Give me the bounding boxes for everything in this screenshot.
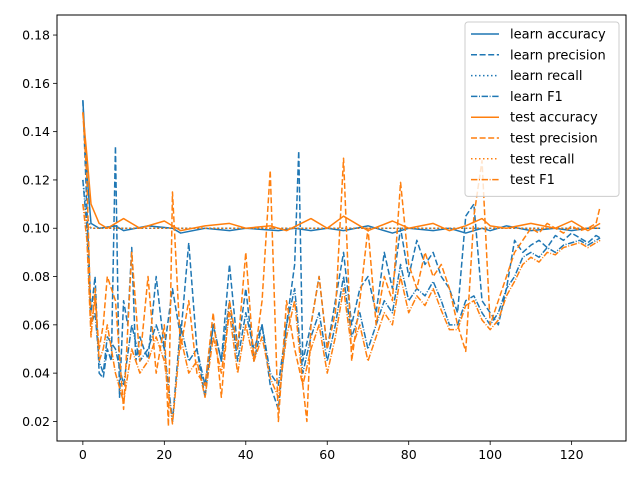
y-tick-label: 0.04 bbox=[22, 366, 50, 381]
y-tick-label: 0.10 bbox=[22, 221, 50, 236]
legend-box bbox=[464, 21, 620, 197]
x-tick-label: 60 bbox=[319, 447, 335, 462]
y-tick-label: 0.14 bbox=[22, 124, 50, 139]
x-tick-label: 100 bbox=[478, 447, 502, 462]
x-axis: 0 20 40 60 80 100 120 bbox=[79, 441, 584, 462]
series-line-test-precision bbox=[82, 112, 601, 428]
series-line-learn-F1 bbox=[82, 179, 601, 423]
series-line-test-recall bbox=[82, 203, 601, 229]
legend-label: test precision bbox=[510, 132, 598, 147]
y-tick-label: 0.02 bbox=[22, 414, 50, 429]
legend-label: learn recall bbox=[510, 69, 582, 84]
legend-label: test F1 bbox=[510, 173, 555, 188]
series-line-test-F1 bbox=[82, 204, 601, 425]
x-tick-label: 80 bbox=[401, 447, 417, 462]
y-tick-label: 0.12 bbox=[22, 172, 50, 187]
x-tick-label: 120 bbox=[560, 447, 584, 462]
x-tick-label: 0 bbox=[79, 447, 87, 462]
series-layer bbox=[82, 100, 601, 428]
legend: learn accuracy learn precision learn recal… bbox=[464, 21, 620, 197]
x-tick-label: 40 bbox=[238, 447, 254, 462]
legend-label: test recall bbox=[510, 152, 575, 167]
legend-label: learn accuracy bbox=[510, 28, 606, 43]
legend-label: test accuracy bbox=[510, 111, 598, 126]
y-tick-label: 0.18 bbox=[22, 28, 50, 43]
legend-label: learn precision bbox=[510, 48, 606, 63]
y-axis: 0.02 0.04 0.06 0.08 0.10 0.12 0.14 0.16 0.18 bbox=[22, 28, 57, 429]
series-line-test-accuracy bbox=[82, 112, 601, 232]
y-tick-label: 0.06 bbox=[22, 317, 50, 332]
legend-label: learn F1 bbox=[510, 90, 563, 105]
y-tick-label: 0.16 bbox=[22, 76, 50, 91]
x-tick-label: 20 bbox=[156, 447, 172, 462]
y-tick-label: 0.08 bbox=[22, 269, 50, 284]
